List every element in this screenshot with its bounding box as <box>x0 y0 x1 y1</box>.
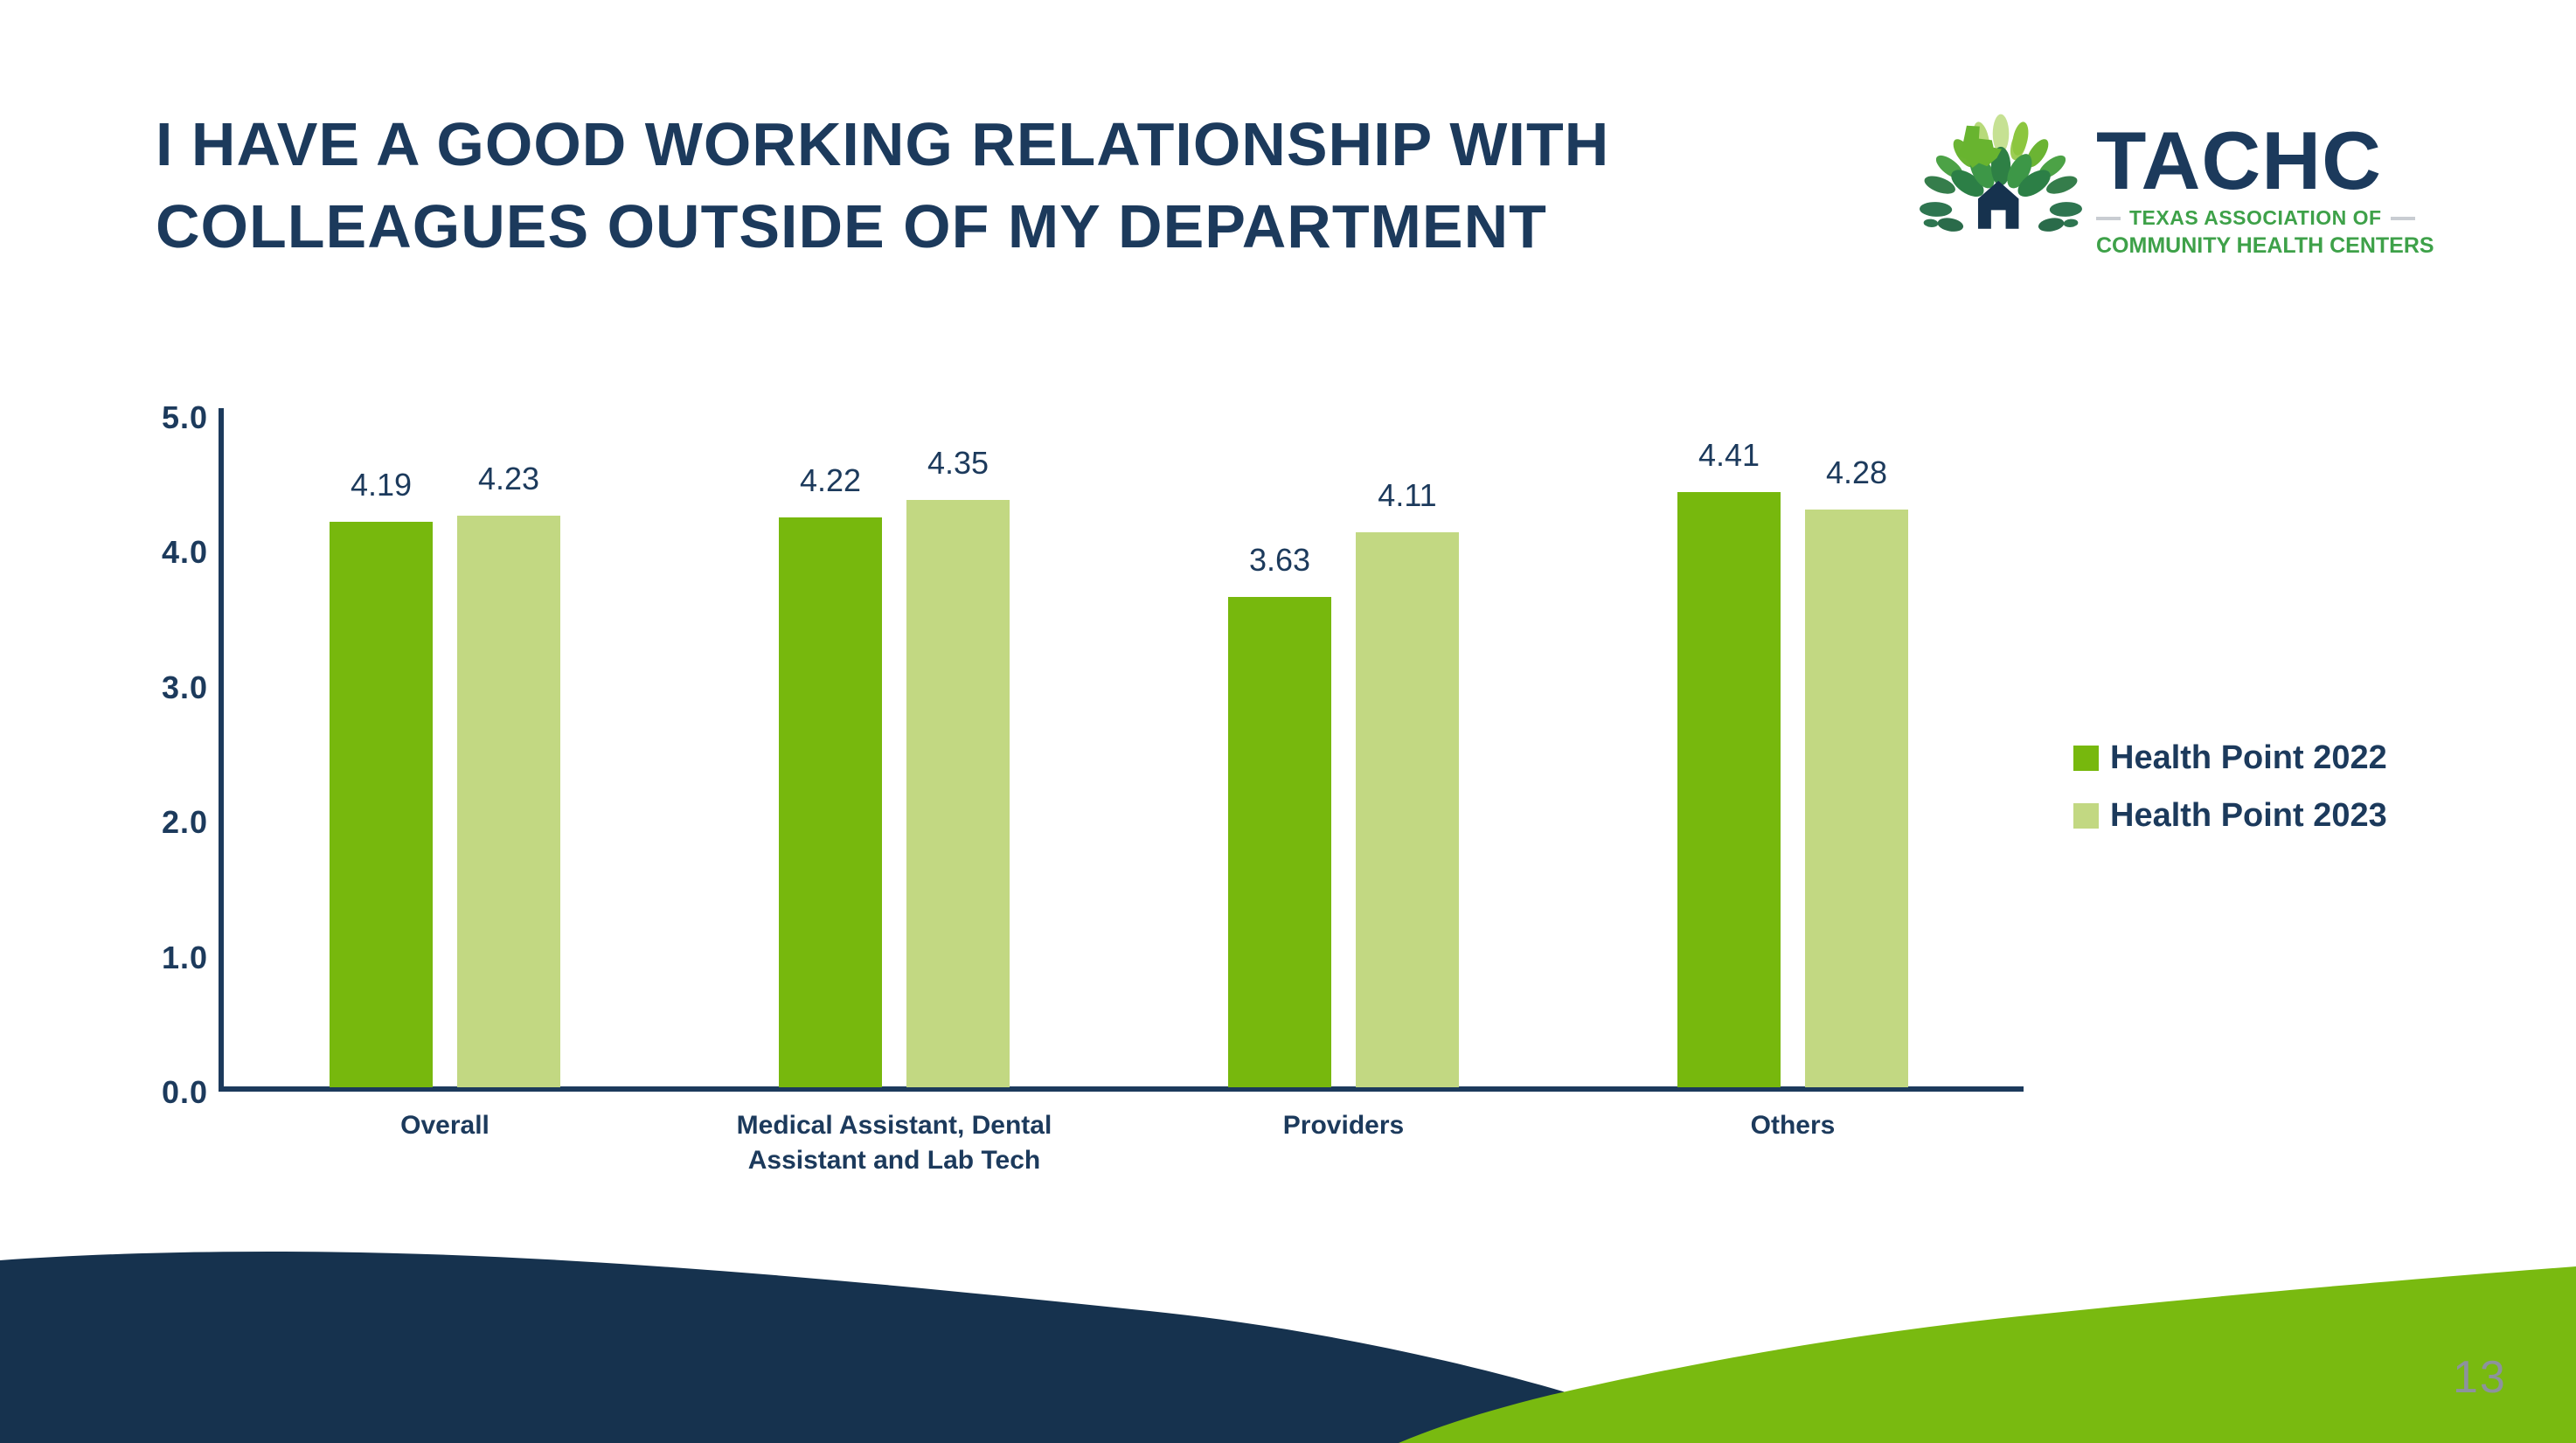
bar-with-label: 3.63 <box>1228 541 1331 1087</box>
bar-group: 4.19 4.23 <box>220 460 670 1087</box>
bar-series2 <box>906 500 1010 1087</box>
logo-name: TACHC <box>2096 114 2382 206</box>
bar-value-label: 4.22 <box>799 462 862 498</box>
bar-with-label: 4.19 <box>330 466 433 1087</box>
logo-subtitle-line1: TEXAS ASSOCIATION OF <box>2096 206 2434 230</box>
legend-swatch <box>2073 803 2099 829</box>
tachc-logo: TACHC TEXAS ASSOCIATION OF COMMUNITY HEA… <box>1920 110 2434 259</box>
dash-icon <box>2390 216 2415 220</box>
footer-decoration <box>0 1252 2576 1443</box>
page-title-line1: I HAVE A GOOD WORKING RELATIONSHIP WITH <box>156 110 1610 178</box>
bar-series1 <box>1677 492 1781 1087</box>
x-axis-line <box>219 1086 2024 1092</box>
texas-shape-icon <box>1956 125 2002 169</box>
bar-with-label: 4.35 <box>906 444 1010 1087</box>
bar-series2 <box>1805 510 1908 1087</box>
bar-group: 4.41 4.28 <box>1568 436 2017 1087</box>
bar-with-label: 4.22 <box>779 461 882 1087</box>
x-axis-label: Medical Assistant, Dental Assistant and … <box>736 1111 1052 1175</box>
dash-icon <box>2096 216 2121 220</box>
bar-group: 4.22 4.35 <box>670 444 1119 1087</box>
y-tick-label: 4.0 <box>161 534 208 570</box>
bar-value-label: 3.63 <box>1248 542 1311 578</box>
footer-wave-navy-shape <box>0 1252 1718 1443</box>
bar-with-label: 4.28 <box>1805 454 1908 1087</box>
y-tick-label: 1.0 <box>161 939 208 975</box>
legend-item: Health Point 2023 <box>2073 796 2387 836</box>
bar-value-label: 4.19 <box>350 467 413 503</box>
chart-legend: Health Point 2022 Health Point 2023 <box>2073 739 2387 854</box>
bar-value-label: 4.28 <box>1825 454 1888 490</box>
x-axis-label: Overall <box>400 1111 490 1140</box>
logo-subtitle-line1-text: TEXAS ASSOCIATION OF <box>2129 206 2382 229</box>
bar-with-label: 4.11 <box>1356 476 1459 1087</box>
bar-value-label: 4.23 <box>477 461 540 496</box>
legend-item: Health Point 2022 <box>2073 739 2387 778</box>
footer-wave-green-shape <box>1399 1266 2576 1443</box>
bar-series2 <box>457 516 560 1087</box>
bar-series1 <box>779 517 882 1087</box>
bar-series1 <box>330 522 433 1087</box>
page-title: I HAVE A GOOD WORKING RELATIONSHIP WITH … <box>156 103 1948 267</box>
y-tick-label: 2.0 <box>161 804 208 840</box>
bar-value-label: 4.11 <box>1378 477 1437 513</box>
y-tick-label: 5.0 <box>161 399 208 435</box>
bar-group: 3.63 4.11 <box>1119 476 1568 1087</box>
tachc-tree-icon <box>1920 114 2082 232</box>
x-axis-label: Providers <box>1282 1111 1405 1140</box>
house-icon <box>1977 180 2019 229</box>
legend-label: Health Point 2022 <box>2110 739 2387 776</box>
y-tick-label: 0.0 <box>161 1074 208 1110</box>
bar-series2 <box>1356 532 1459 1087</box>
bar-with-label: 4.23 <box>457 460 560 1087</box>
bar-value-label: 4.41 <box>1698 437 1760 473</box>
bar-value-label: 4.35 <box>927 445 989 481</box>
bar-series1 <box>1228 597 1331 1087</box>
x-axis-label: Others <box>1750 1111 1836 1140</box>
logo-text: TACHC TEXAS ASSOCIATION OF COMMUNITY HEA… <box>2096 110 2434 259</box>
page-title-line2: COLLEAGUES OUTSIDE OF MY DEPARTMENT <box>156 192 1547 260</box>
y-tick-label: 3.0 <box>161 669 208 705</box>
logo-subtitle-line2: COMMUNITY HEALTH CENTERS <box>2096 233 2434 258</box>
legend-label: Health Point 2023 <box>2110 797 2387 834</box>
page-number: 13 <box>2453 1352 2507 1403</box>
bar-with-label: 4.41 <box>1677 436 1781 1087</box>
y-axis-line <box>219 408 224 1092</box>
legend-swatch <box>2073 746 2099 771</box>
